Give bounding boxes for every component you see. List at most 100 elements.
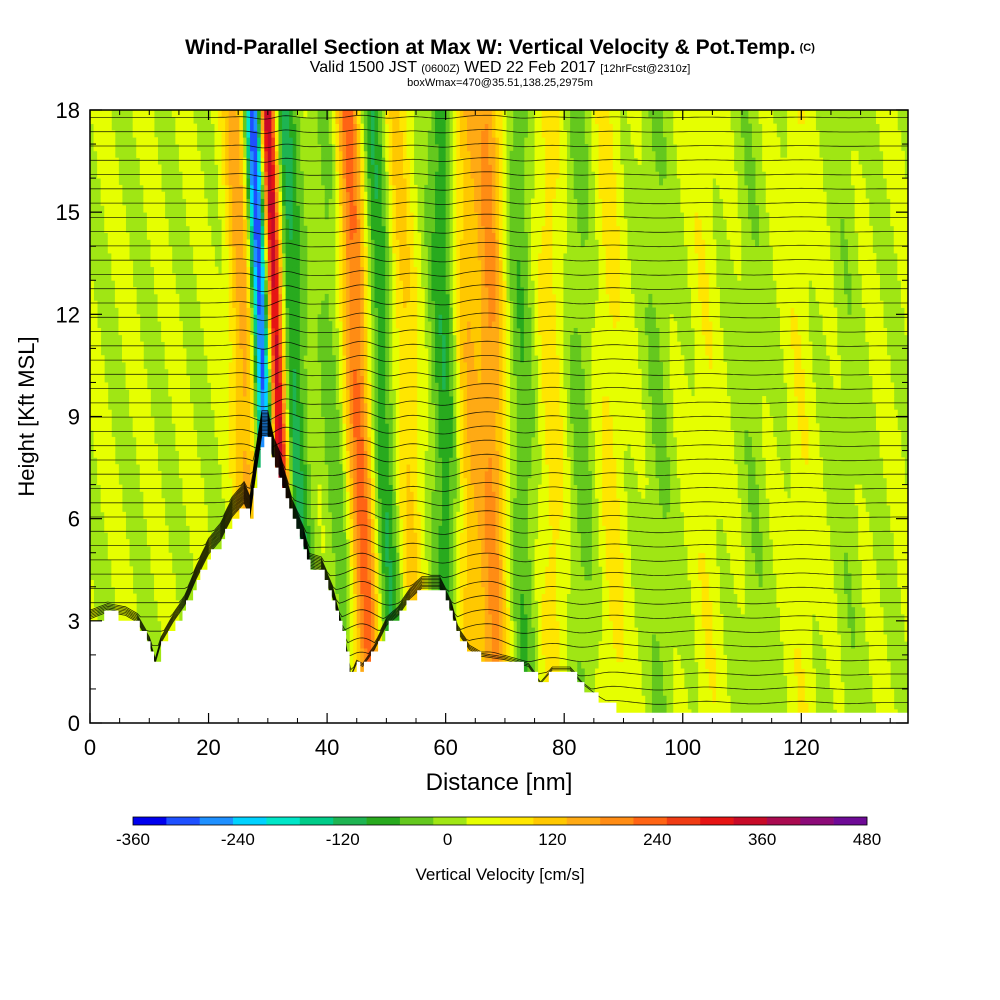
velocity-cell	[97, 464, 102, 472]
velocity-cell	[274, 314, 279, 322]
velocity-cell	[139, 144, 144, 152]
velocity-cell	[111, 491, 116, 499]
velocity-cell	[221, 375, 226, 383]
velocity-cell	[242, 253, 247, 261]
velocity-cell	[338, 341, 343, 349]
velocity-cell	[242, 293, 247, 302]
velocity-cell	[370, 498, 375, 506]
velocity-cell	[353, 579, 358, 588]
velocity-cell	[182, 116, 187, 125]
velocity-cell	[338, 586, 343, 594]
velocity-cell	[200, 287, 205, 295]
velocity-cell	[349, 436, 354, 445]
velocity-cell	[356, 648, 361, 656]
velocity-cell	[356, 389, 361, 397]
velocity-cell	[378, 464, 383, 472]
velocity-cell	[250, 137, 254, 145]
velocity-cell	[104, 116, 109, 125]
velocity-cell	[349, 573, 354, 581]
velocity-cell	[299, 511, 304, 520]
velocity-cell	[154, 532, 158, 540]
velocity-cell	[186, 498, 190, 506]
velocity-cell	[154, 579, 158, 588]
velocity-cell	[118, 525, 123, 533]
velocity-cell	[271, 396, 276, 404]
velocity-cell	[264, 300, 269, 308]
velocity-cell	[292, 450, 297, 458]
velocity-cell	[122, 600, 126, 608]
velocity-cell	[335, 116, 340, 125]
velocity-cell	[171, 620, 176, 629]
velocity-cell	[225, 327, 230, 336]
velocity-cell	[342, 607, 347, 615]
velocity-cell	[353, 321, 358, 329]
velocity-cell	[239, 382, 244, 390]
velocity-cell	[356, 164, 361, 172]
velocity-cell	[342, 327, 347, 336]
velocity-cell	[338, 573, 343, 581]
velocity-cell	[342, 552, 347, 560]
velocity-cell	[239, 327, 244, 336]
velocity-cell	[118, 586, 123, 594]
velocity-cell	[296, 375, 301, 383]
velocity-cell	[338, 218, 343, 227]
velocity-cell	[289, 116, 294, 125]
velocity-cell	[271, 144, 276, 152]
velocity-cell	[239, 321, 244, 329]
velocity-cell	[296, 436, 301, 445]
velocity-cell	[292, 314, 297, 322]
velocity-cell	[143, 511, 148, 520]
velocity-cell	[93, 389, 98, 397]
velocity-cell	[175, 382, 180, 390]
velocity-cell	[228, 362, 233, 370]
velocity-cell	[342, 402, 347, 411]
velocity-cell	[196, 218, 201, 227]
velocity-cell	[324, 334, 329, 342]
velocity-cell	[129, 566, 134, 574]
velocity-cell	[370, 457, 375, 465]
velocity-cell	[150, 253, 155, 261]
velocity-cell	[100, 171, 105, 179]
velocity-cell	[346, 259, 351, 268]
velocity-cell	[342, 157, 347, 165]
velocity-cell	[353, 620, 358, 629]
velocity-cell	[242, 477, 247, 486]
velocity-cell	[285, 314, 290, 322]
velocity-cell	[303, 464, 308, 472]
velocity-cell	[274, 436, 279, 445]
velocity-cell	[168, 293, 173, 302]
velocity-cell	[218, 423, 222, 431]
velocity-cell	[292, 178, 297, 186]
valid-time: Valid 1500 JST	[309, 59, 417, 76]
velocity-cell	[353, 314, 358, 322]
velocity-cell	[353, 116, 358, 125]
velocity-cell	[353, 402, 358, 411]
velocity-cell	[363, 382, 368, 390]
velocity-cell	[97, 164, 102, 172]
velocity-cell	[292, 116, 297, 125]
velocity-cell	[338, 198, 343, 206]
velocity-cell	[338, 144, 343, 152]
velocity-cell	[260, 368, 265, 377]
velocity-cell	[349, 552, 354, 560]
velocity-cell	[218, 130, 222, 138]
velocity-cell	[353, 150, 358, 159]
velocity-cell	[125, 348, 130, 356]
velocity-cell	[235, 375, 240, 383]
velocity-cell	[296, 225, 301, 233]
velocity-cell	[356, 559, 361, 567]
velocity-cell	[221, 389, 226, 397]
velocity-cell	[349, 341, 354, 349]
velocity-cell	[143, 137, 148, 145]
velocity-cell	[207, 307, 212, 315]
velocity-cell	[360, 266, 365, 274]
velocity-cell	[200, 511, 205, 520]
velocity-cell	[150, 232, 155, 240]
velocity-cell	[175, 307, 180, 315]
velocity-cell	[342, 382, 347, 390]
velocity-cell	[367, 150, 372, 159]
velocity-cell	[111, 273, 116, 281]
velocity-cell	[178, 130, 183, 138]
velocity-cell	[367, 191, 372, 199]
velocity-cell	[346, 470, 351, 479]
